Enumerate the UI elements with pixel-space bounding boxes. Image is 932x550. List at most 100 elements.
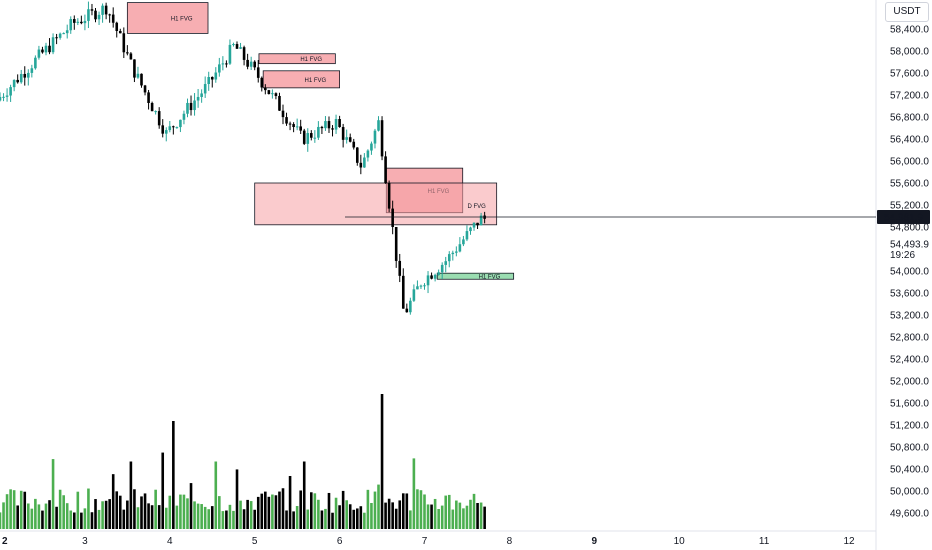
volume-bar (172, 421, 175, 529)
candle-body (72, 19, 76, 23)
candle-body (363, 157, 366, 168)
volume-bar (256, 496, 260, 529)
candle-body (274, 93, 278, 96)
candle-body (44, 45, 48, 53)
volume-bar (168, 495, 172, 529)
price-tick-label: 52,000.0 (890, 377, 929, 388)
candle-body (366, 150, 370, 158)
price-tick-label: 54,000.0 (890, 267, 929, 278)
candle-body (115, 22, 119, 31)
volume-bar (447, 494, 451, 529)
candle-body (355, 147, 359, 163)
candle-body (437, 272, 440, 275)
volume-bar (306, 509, 310, 529)
candle-body (154, 111, 157, 113)
volume-bar (302, 461, 306, 529)
price-tick-label: 53,600.0 (890, 289, 929, 300)
volume-bar (271, 494, 274, 529)
candle-body (412, 289, 416, 301)
candle-body (90, 9, 94, 11)
candle-body (203, 84, 207, 94)
fvg-zone (436, 272, 515, 280)
candle-body (313, 137, 317, 139)
volume-bar (320, 510, 324, 529)
volume-bar (278, 491, 281, 529)
volume-bar (317, 499, 320, 529)
volume-bar (72, 512, 76, 529)
volume-bar (232, 510, 235, 529)
current-price-badge: 54,981.9 (877, 209, 930, 224)
volume-bar (465, 505, 469, 529)
candle-body (341, 127, 345, 140)
candle-body (302, 130, 306, 144)
volume-bar (313, 493, 317, 529)
volume-bar (19, 490, 23, 529)
volume-bar (228, 504, 232, 529)
volume-bar (242, 509, 246, 529)
price-tick-label: 58,400.0 (890, 25, 929, 36)
price-tick-label: 55,600.0 (890, 179, 929, 190)
candle-body (327, 121, 331, 129)
volume-bar (126, 500, 129, 529)
volume-bar (147, 503, 150, 529)
volume-bar (157, 505, 161, 529)
volume-bar (133, 489, 136, 529)
volume-bar (80, 512, 83, 529)
time-tick-label: 3 (82, 536, 88, 547)
candle-body (182, 113, 186, 120)
fvg-zone-label: H1 FVG (300, 57, 322, 63)
candle-body (168, 126, 172, 131)
volume-bar (451, 509, 455, 529)
volume-bar (136, 507, 140, 529)
candle-body (218, 64, 221, 73)
volume-bar (455, 500, 458, 529)
volume-bar (334, 497, 338, 529)
candle-body (143, 85, 147, 93)
candle-body (55, 37, 58, 39)
candle-body (455, 251, 458, 253)
candle-body (334, 119, 338, 130)
volume-bar (384, 502, 387, 529)
candle-body (0, 96, 2, 101)
candle-body (440, 264, 444, 273)
volume-bar (65, 503, 69, 529)
price-tick-label: 50,000.0 (890, 487, 929, 498)
candle-body (398, 260, 402, 276)
candle-body (210, 76, 214, 80)
volume-bar (264, 491, 267, 529)
volume-bar (387, 498, 391, 529)
volume-bar (235, 469, 239, 529)
price-tick-label: 52,800.0 (890, 333, 929, 344)
volume-bar (83, 508, 87, 529)
volume-bar (331, 512, 334, 529)
currency-selector[interactable]: USDT (885, 2, 929, 22)
candle-body (359, 162, 363, 168)
price-tick-label: 57,600.0 (890, 69, 929, 80)
candle-body (172, 126, 175, 128)
volume-bar (210, 506, 214, 529)
price-tick-label: 51,200.0 (890, 421, 929, 432)
fvg-zone (258, 53, 336, 65)
candle-body (352, 141, 356, 148)
volume-bar (129, 461, 133, 529)
volume-bar (143, 493, 147, 529)
candle-body (249, 61, 253, 67)
candle-body (285, 117, 288, 124)
volume-bar (479, 502, 483, 529)
volume-bar (51, 459, 55, 529)
price-axis[interactable]: 58,400.0 58,000.0 57,600.0 57,200.0 56,800.0… (877, 25, 930, 520)
volume-bar (398, 500, 402, 529)
price-tick-label: 50,400.0 (890, 465, 929, 476)
volume-bar (370, 502, 373, 529)
candle-body (129, 53, 133, 60)
volume-bar (412, 458, 416, 529)
candle-body (416, 286, 419, 290)
candle-body (331, 128, 334, 130)
candle-body (288, 123, 292, 125)
time-axis[interactable]: 2 3 4 5 6 7 8 9 10 11 12 (2, 536, 855, 547)
volume-bar (118, 495, 122, 529)
volume-bar (122, 509, 126, 529)
price-tick-label: 54,800.0 (890, 223, 929, 234)
price-tick-label: 51,600.0 (890, 399, 929, 410)
